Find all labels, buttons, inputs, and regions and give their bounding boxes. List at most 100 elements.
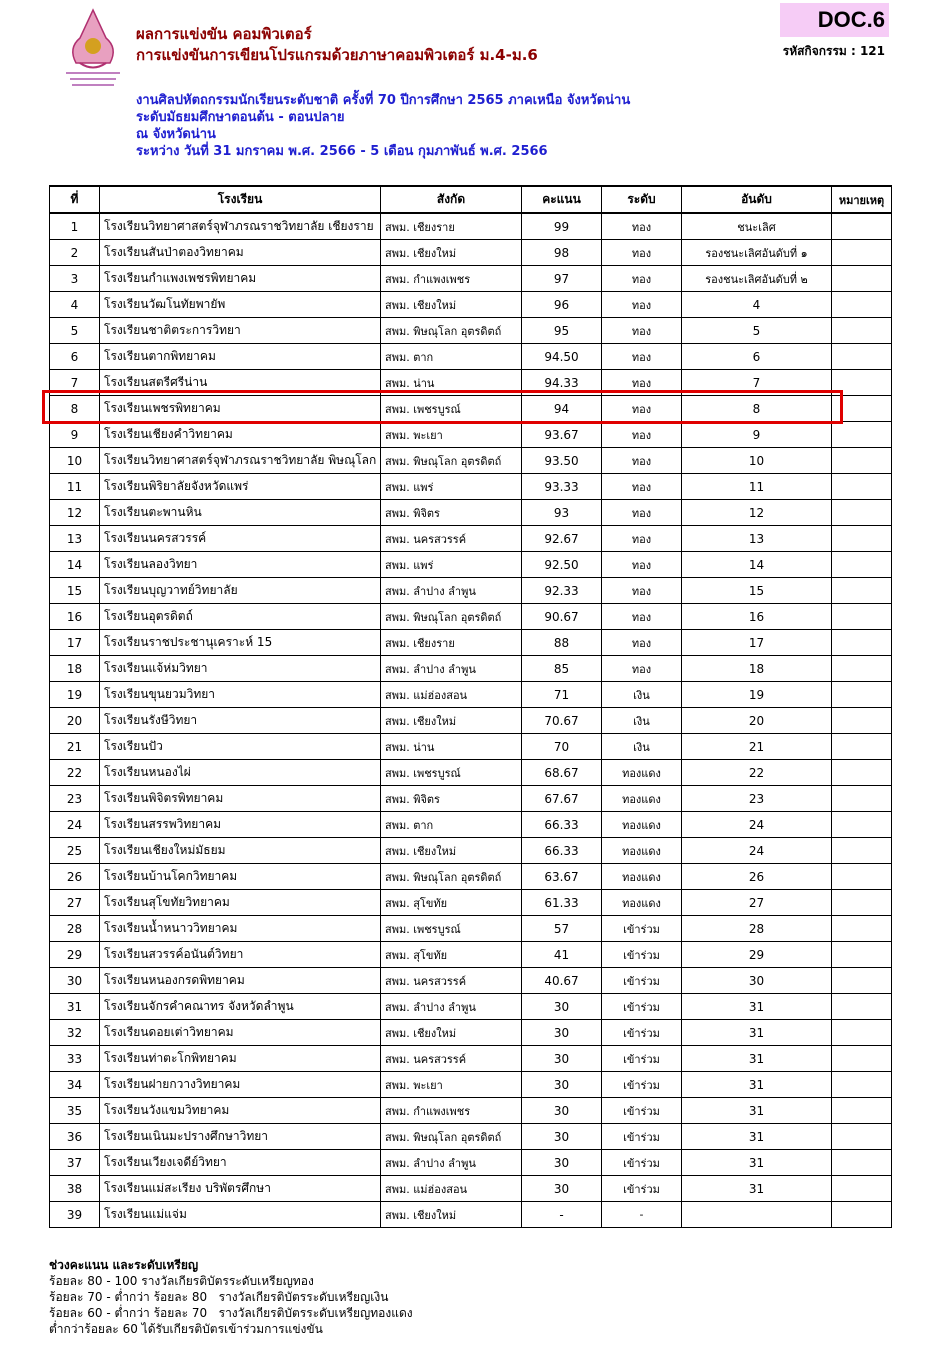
cell-rank: 31 bbox=[681, 1097, 832, 1124]
cell-school: โรงเรียนเพชรพิทยาคม bbox=[99, 395, 381, 422]
cell-level: ทองแดง bbox=[601, 889, 682, 916]
cell-affiliation: สพม. ลำปาง ลำพูน bbox=[380, 1149, 522, 1176]
cell-remark bbox=[831, 1045, 892, 1072]
cell-school: โรงเรียนสรรพวิทยาคม bbox=[99, 811, 381, 838]
cell-affiliation: สพม. ตาก bbox=[380, 343, 522, 370]
cell-score: 30 bbox=[521, 1123, 602, 1150]
cell-level: ทอง bbox=[601, 499, 682, 526]
cell-score: 30 bbox=[521, 1071, 602, 1098]
cell-no: 32 bbox=[49, 1019, 100, 1046]
legend-line: ร้อยละ 80 - 100 รางวัลเกียรติบัตรระดับเห… bbox=[49, 1274, 314, 1288]
cell-affiliation: สพม. นครสวรรค์ bbox=[380, 967, 522, 994]
table-row: 24 โรงเรียนสรรพวิทยาคม สพม. ตาก 66.33 ทองแดง… bbox=[49, 811, 892, 838]
cell-no: 2 bbox=[49, 239, 100, 266]
cell-school: โรงเรียนท่าตะโกพิทยาคม bbox=[99, 1045, 381, 1072]
cell-no: 10 bbox=[49, 447, 100, 474]
cell-rank: 31 bbox=[681, 1045, 832, 1072]
table-row: 29 โรงเรียนสวรรค์อนันต์วิทยา สพม. สุโขทัย 4… bbox=[49, 941, 892, 968]
column-header-level: ระดับ bbox=[601, 185, 682, 214]
doc-badge: DOC.6 bbox=[780, 3, 889, 37]
table-row: 22 โรงเรียนหนองไผ่ สพม. เพชรบูรณ์ 68.67 ทองแ… bbox=[49, 759, 892, 786]
cell-no: 37 bbox=[49, 1149, 100, 1176]
event-line: งานศิลปหัตถกรรมนักเรียนระดับชาติ ครั้งที… bbox=[136, 93, 631, 108]
cell-affiliation: สพม. เพชรบูรณ์ bbox=[380, 759, 522, 786]
cell-no: 20 bbox=[49, 707, 100, 734]
table-row: 28 โรงเรียนน้ำหนาววิทยาคม สพม. เพชรบูรณ์ 57… bbox=[49, 915, 892, 942]
cell-level: เข้าร่วม bbox=[601, 967, 682, 994]
cell-rank: 31 bbox=[681, 1123, 832, 1150]
cell-remark bbox=[831, 1149, 892, 1176]
cell-remark bbox=[831, 1097, 892, 1124]
cell-remark bbox=[831, 447, 892, 474]
cell-level: ทองแดง bbox=[601, 811, 682, 838]
cell-no: 18 bbox=[49, 655, 100, 682]
cell-school: โรงเรียนพิจิตรพิทยาคม bbox=[99, 785, 381, 812]
cell-score: 70.67 bbox=[521, 707, 602, 734]
column-header-no: ที่ bbox=[49, 185, 100, 214]
location-line: ณ จังหวัดน่าน bbox=[136, 127, 216, 142]
cell-level: เข้าร่วม bbox=[601, 1071, 682, 1098]
cell-school: โรงเรียนตะพานหิน bbox=[99, 499, 381, 526]
table-row: 1 โรงเรียนวิทยาศาสตร์จุฬาภรณราชวิทยาลัย เ… bbox=[49, 212, 892, 240]
cell-rank: 23 bbox=[681, 785, 832, 812]
table-row: 10 โรงเรียนวิทยาศาสตร์จุฬาภรณราชวิทยาลัย … bbox=[49, 447, 892, 474]
cell-no: 8 bbox=[49, 395, 100, 422]
score-legend: ช่วงคะแนน และระดับเหรียญ ร้อยละ 80 - 100… bbox=[49, 1257, 413, 1337]
cell-no: 25 bbox=[49, 837, 100, 864]
cell-level: ทอง bbox=[601, 369, 682, 396]
cell-affiliation: สพม. พิษณุโลก อุตรดิตถ์ bbox=[380, 1123, 522, 1150]
cell-score: 30 bbox=[521, 1045, 602, 1072]
table-row: 15 โรงเรียนบุญวาทย์วิทยาลัย สพม. ลำปาง ลำพ… bbox=[49, 577, 892, 604]
cell-rank: 8 bbox=[681, 395, 832, 422]
cell-affiliation: สพม. เชียงใหม่ bbox=[380, 291, 522, 318]
cell-affiliation: สพม. พิษณุโลก อุตรดิตถ์ bbox=[380, 603, 522, 630]
cell-school: โรงเรียนตากพิทยาคม bbox=[99, 343, 381, 370]
cell-rank: 22 bbox=[681, 759, 832, 786]
cell-remark bbox=[831, 1201, 892, 1228]
cell-remark bbox=[831, 941, 892, 968]
cell-level: ทอง bbox=[601, 629, 682, 656]
cell-school: โรงเรียนสุโขทัยวิทยาคม bbox=[99, 889, 381, 916]
cell-rank: 29 bbox=[681, 941, 832, 968]
cell-no: 5 bbox=[49, 317, 100, 344]
table-row: 13 โรงเรียนนครสวรรค์ สพม. นครสวรรค์ 92.67 ทอ… bbox=[49, 525, 892, 552]
cell-remark bbox=[831, 1071, 892, 1098]
cell-no: 27 bbox=[49, 889, 100, 916]
cell-rank: ชนะเลิศ bbox=[681, 212, 832, 240]
cell-affiliation: สพม. พิษณุโลก อุตรดิตถ์ bbox=[380, 447, 522, 474]
cell-school: โรงเรียนหนองกรดพิทยาคม bbox=[99, 967, 381, 994]
cell-affiliation: สพม. เชียงราย bbox=[380, 629, 522, 656]
cell-school: โรงเรียนราชประชานุเคราะห์ 15 bbox=[99, 629, 381, 656]
table-header-row: ที่ โรงเรียน สังกัด คะแนน ระดับ อันดับ หมายเหต… bbox=[49, 185, 892, 214]
cell-score: 99 bbox=[521, 212, 602, 240]
cell-affiliation: สพม. น่าน bbox=[380, 733, 522, 760]
cell-score: 93.50 bbox=[521, 447, 602, 474]
cell-rank: 18 bbox=[681, 655, 832, 682]
table-row: 3 โรงเรียนกำแพงเพชรพิทยาคม สพม. กำแพงเพชร 9… bbox=[49, 265, 892, 292]
cell-no: 7 bbox=[49, 369, 100, 396]
cell-remark bbox=[831, 837, 892, 864]
cell-score: 68.67 bbox=[521, 759, 602, 786]
cell-level: ทอง bbox=[601, 317, 682, 344]
cell-score: 30 bbox=[521, 1019, 602, 1046]
cell-rank: 27 bbox=[681, 889, 832, 916]
cell-school: โรงเรียนแจ้ห่มวิทยา bbox=[99, 655, 381, 682]
cell-rank: 5 bbox=[681, 317, 832, 344]
cell-no: 11 bbox=[49, 473, 100, 500]
cell-school: โรงเรียนอุตรดิตถ์ bbox=[99, 603, 381, 630]
legend-title: ช่วงคะแนน และระดับเหรียญ bbox=[49, 1258, 199, 1272]
cell-remark bbox=[831, 733, 892, 760]
cell-level: ทอง bbox=[601, 212, 682, 240]
cell-affiliation: สพม. ลำปาง ลำพูน bbox=[380, 993, 522, 1020]
cell-no: 16 bbox=[49, 603, 100, 630]
cell-score: 93 bbox=[521, 499, 602, 526]
cell-remark bbox=[831, 889, 892, 916]
level-line: ระดับมัธยมศึกษาตอนต้น - ตอนปลาย bbox=[136, 110, 345, 125]
cell-affiliation: สพม. นครสวรรค์ bbox=[380, 1045, 522, 1072]
emblem-logo-icon bbox=[66, 8, 120, 86]
cell-no: 36 bbox=[49, 1123, 100, 1150]
cell-school: โรงเรียนเนินมะปรางศึกษาวิทยา bbox=[99, 1123, 381, 1150]
cell-affiliation: สพม. สุโขทัย bbox=[380, 889, 522, 916]
cell-score: 40.67 bbox=[521, 967, 602, 994]
